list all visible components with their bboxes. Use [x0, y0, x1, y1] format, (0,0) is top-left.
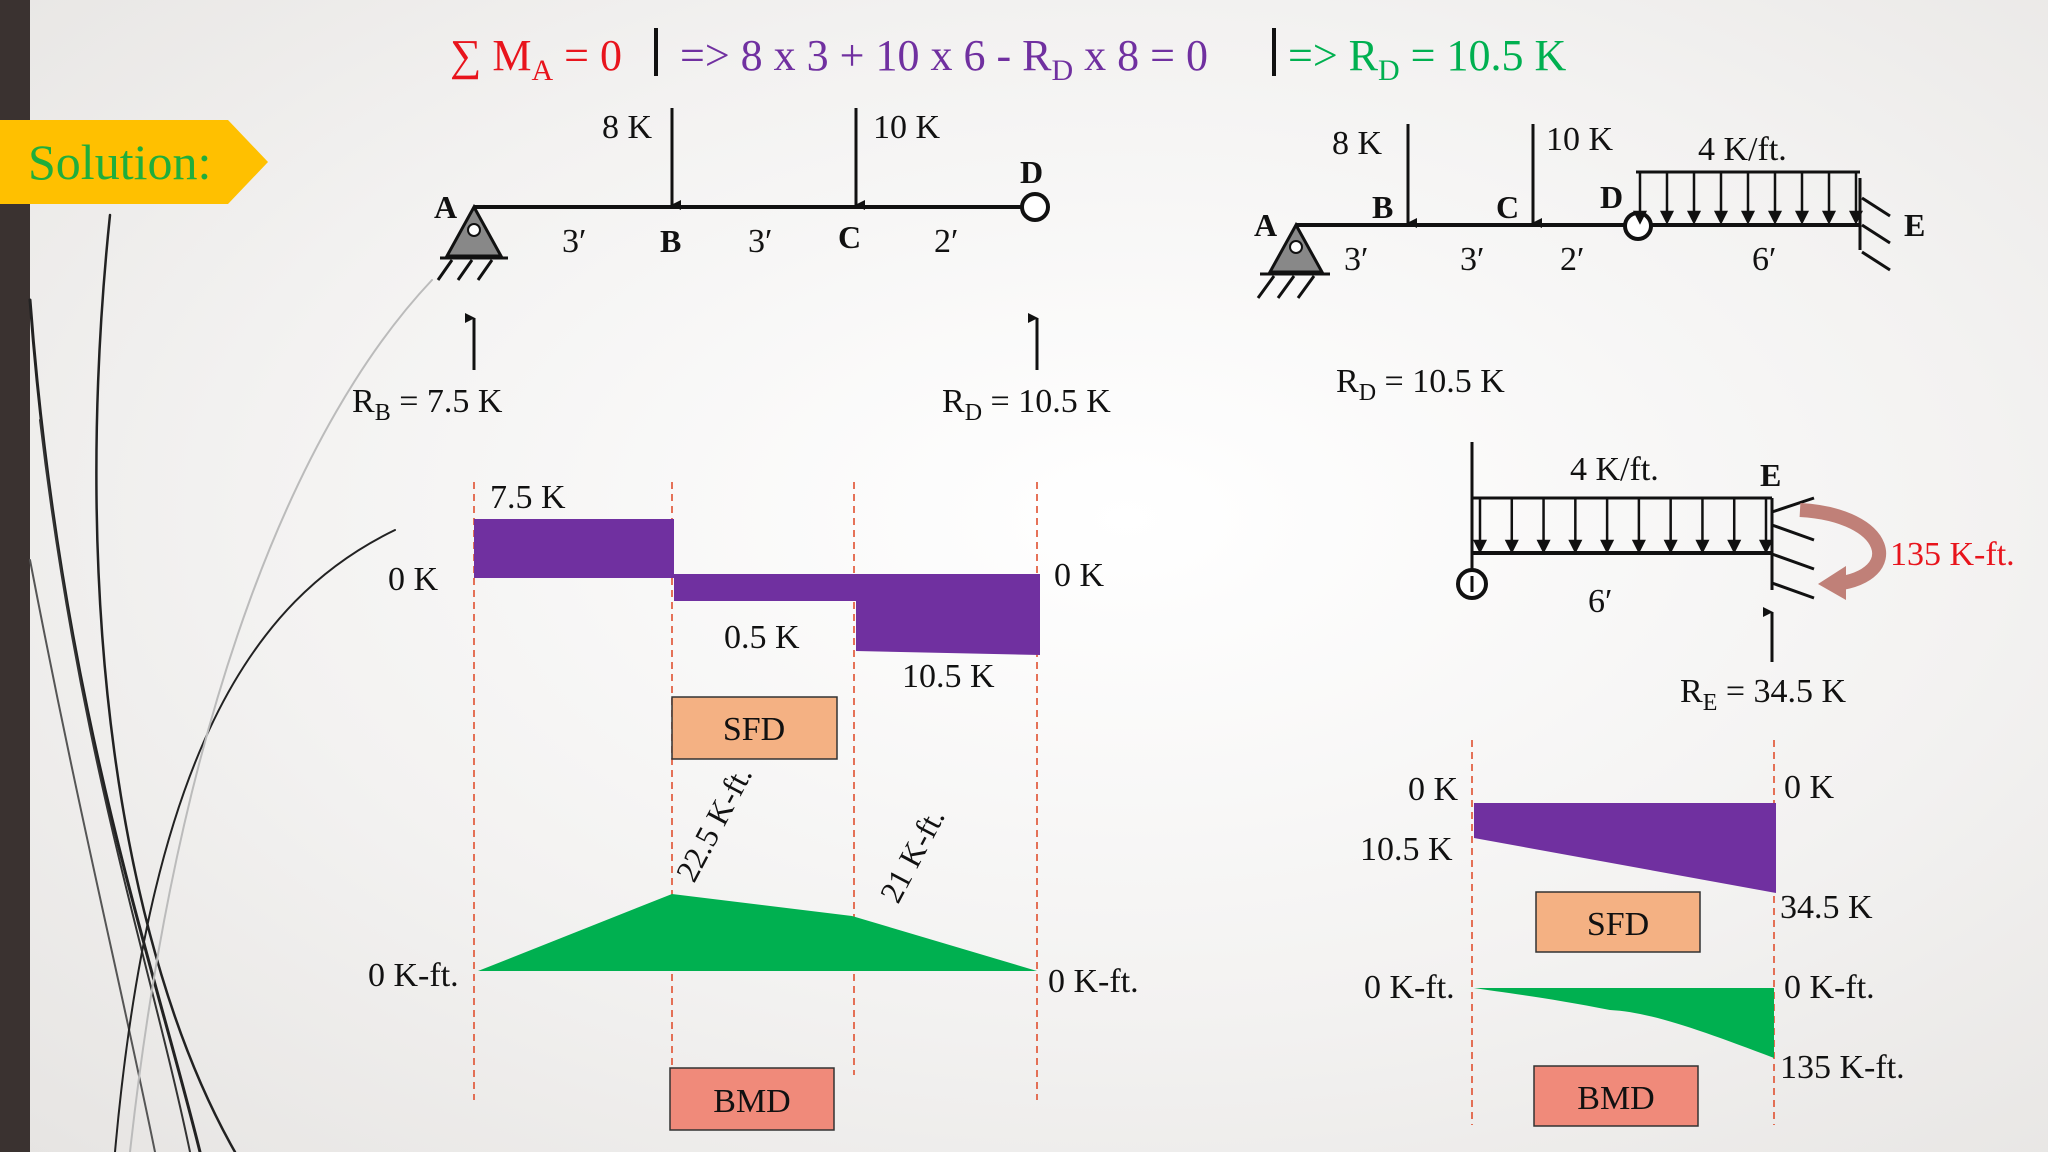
sfd1-box-label: SFD [723, 711, 785, 748]
beam2-node-e: E [1904, 207, 1925, 243]
equation-part-moments: => 8 x 3 + 10 x 6 - RD x 8 = 0 [680, 31, 1208, 87]
sfd2-zero-left: 0 K [1408, 771, 1459, 808]
beam2-reaction-d: RD = 10.5 K [1336, 363, 1505, 406]
sfd1-segment-cd [856, 574, 1040, 655]
bmd1-box-label: BMD [713, 1083, 790, 1120]
beam-1: 8 K 10 K A B C D 3′ 3′ 2′ RB = 7.5 K RD … [352, 108, 1111, 426]
bmd1-peak-b: 22.5 K-ft. [668, 760, 759, 888]
node-a-label: A [434, 189, 457, 225]
reaction-b-label: RB = 7.5 K [352, 383, 503, 426]
load-10k-label: 10 K [873, 109, 941, 146]
sfd-1: 7.5 K 0 K 0 K 0.5 K 10.5 K SFD [388, 479, 1105, 760]
bmd1-zero-right: 0 K-ft. [1048, 963, 1139, 1000]
udl-arrowhead [1472, 539, 1488, 554]
solution-label: Solution: [28, 134, 212, 190]
bmd1-box [669, 1067, 835, 1131]
bmd2-zero-right: 0 K-ft. [1784, 969, 1875, 1006]
beam2-node-d: D [1600, 179, 1623, 215]
sfd1-zero-right: 0 K [1054, 557, 1105, 594]
bmd1-area [478, 894, 1037, 971]
udl-arrows [1632, 172, 1864, 225]
decorative-curves [28, 213, 433, 1152]
bmd1-zero-left: 0 K-ft. [368, 957, 459, 994]
bmd2-zero-left: 0 K-ft. [1364, 969, 1455, 1006]
udl-arrowhead [1631, 539, 1646, 554]
sfd2-box [1535, 891, 1701, 953]
solution-tag-shape [0, 120, 268, 204]
sfd1-mid-value: 0.5 K [724, 619, 800, 656]
udl-arrowhead [1600, 539, 1615, 554]
reaction-e-label: RE = 34.5 K [1680, 673, 1847, 716]
bmd-2: 0 K-ft. 0 K-ft. 135 K-ft. BMD [1364, 969, 1905, 1127]
load-8k-label: 8 K [602, 109, 653, 146]
beam2-node-a: A [1254, 207, 1277, 243]
beam2-load-10k-label: 10 K [1546, 121, 1614, 158]
beam-2: 8 K 10 K 4 K/ft. A B C D E 3′ 3′ 2′ 6′ R… [1254, 121, 1925, 406]
node-c-label: C [838, 219, 861, 255]
fbd-node-e: E [1760, 457, 1781, 493]
span-ab-label: 3′ [562, 223, 586, 260]
beam2-span-bc: 3′ [1460, 241, 1484, 278]
sfd1-box [671, 696, 838, 760]
fbd-udl-arrows [1472, 498, 1774, 554]
udl-arrowhead [1504, 539, 1519, 554]
sfd1-segment-bc [674, 574, 856, 601]
udl-arrowhead [1727, 539, 1742, 554]
hinge-d-icon [1020, 192, 1050, 222]
span-cd-label: 2′ [934, 223, 958, 260]
equation-part-result: => RD = 10.5 K [1288, 31, 1566, 87]
sfd1-segment-ab [474, 519, 674, 578]
beam2-span-ab: 3′ [1344, 241, 1368, 278]
fbd-moment-label: 135 K-ft. [1890, 536, 2015, 573]
sfd-2: 0 K 0 K 10.5 K 34.5 K SFD [1360, 769, 1873, 953]
equation-part-sum: ∑ MA = 0 [450, 31, 622, 87]
sfd2-right-value: 34.5 K [1780, 889, 1873, 926]
bmd2-right-value: 135 K-ft. [1780, 1049, 1905, 1086]
sfd1-zero-left: 0 K [388, 561, 439, 598]
reaction-d-label: RD = 10.5 K [942, 383, 1111, 426]
sfd2-left-value: 10.5 K [1360, 831, 1453, 868]
udl-arrowhead [1568, 539, 1583, 554]
beam2-span-cd: 2′ [1560, 241, 1584, 278]
fbd-udl-label: 4 K/ft. [1570, 451, 1659, 488]
beam2-span-de: 6′ [1752, 241, 1776, 278]
bmd1-peak-c: 21 K-ft. [872, 802, 951, 908]
sfd2-zero-right: 0 K [1784, 769, 1835, 806]
sfd1-right-value: 10.5 K [902, 658, 995, 695]
sfd2-area [1474, 803, 1776, 893]
span-bc-label: 3′ [748, 223, 772, 260]
sfd2-box-label: SFD [1587, 906, 1649, 943]
node-d-label: D [1020, 154, 1043, 190]
udl-arrowhead [1632, 210, 1648, 225]
sfd1-top-value: 7.5 K [490, 479, 566, 516]
beam2-node-c: C [1496, 189, 1519, 225]
free-body-de: 135 K-ft. 4 K/ft. E 6′ RE = 34.5 K [1456, 442, 2015, 716]
udl-arrowhead [1663, 539, 1678, 554]
udl-arrowhead [1821, 210, 1837, 225]
node-b-label: B [660, 223, 681, 259]
udl-arrowhead [1794, 210, 1810, 225]
bmd2-box [1533, 1065, 1699, 1127]
moment-arrow-icon [1799, 503, 1887, 591]
udl-arrowhead [1713, 210, 1729, 225]
udl-arrowhead [1758, 539, 1774, 554]
udl-arrowhead [1767, 210, 1783, 225]
bmd2-area [1474, 988, 1774, 1058]
fixed-support-e-icon [1861, 196, 1891, 218]
moment-equation: ∑ MA = 0 => 8 x 3 + 10 x 6 - RD x 8 = 0 … [450, 28, 1566, 87]
beam2-node-b: B [1372, 189, 1393, 225]
udl-arrowhead [1536, 539, 1551, 554]
udl-arrowhead [1686, 210, 1702, 225]
solution-tag [0, 120, 268, 204]
bmd-1: 22.5 K-ft. 21 K-ft. 0 K-ft. 0 K-ft. BMD [368, 760, 1139, 1131]
udl-arrowhead [1695, 539, 1710, 554]
fbd-span: 6′ [1588, 583, 1612, 620]
bmd2-box-label: BMD [1577, 1080, 1654, 1117]
udl-arrowhead [1848, 210, 1864, 225]
udl-arrowhead [1740, 210, 1756, 225]
beam2-udl-label: 4 K/ft. [1698, 131, 1787, 168]
udl-arrowhead [1659, 210, 1675, 225]
beam2-load-8k-label: 8 K [1332, 125, 1383, 162]
